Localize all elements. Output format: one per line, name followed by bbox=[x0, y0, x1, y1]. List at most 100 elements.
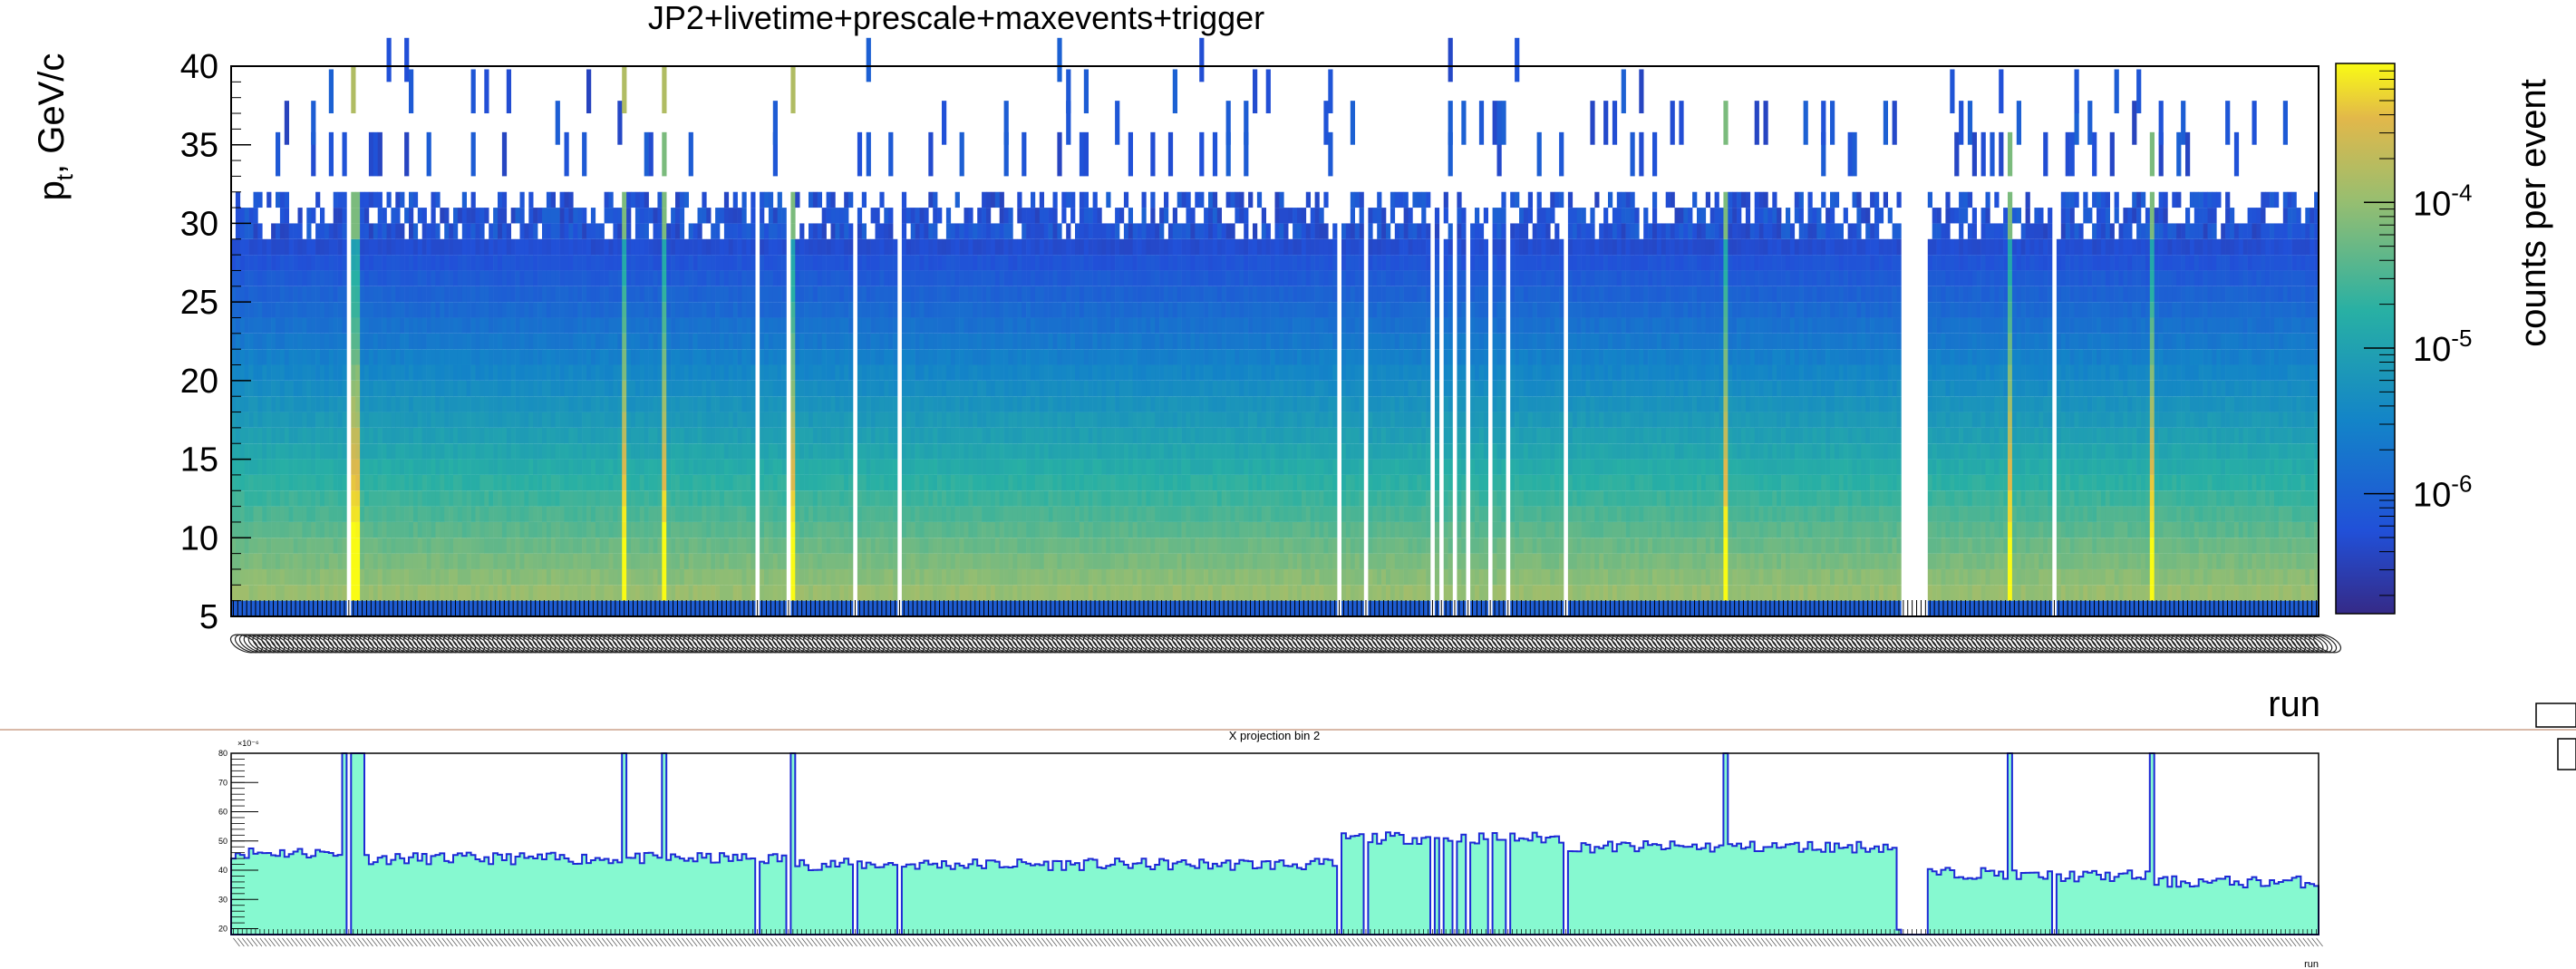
heatmap-cell bbox=[328, 238, 334, 256]
heatmap-cell bbox=[964, 553, 969, 569]
heatmap-cell bbox=[613, 317, 618, 334]
heatmap-cell bbox=[489, 396, 494, 412]
heatmap-cell bbox=[1066, 427, 1071, 444]
heatmap-cell bbox=[559, 333, 565, 350]
heatmap-cell bbox=[688, 427, 693, 444]
heatmap-cell bbox=[653, 585, 658, 601]
heatmap-cell bbox=[257, 474, 263, 491]
heatmap-cell bbox=[1034, 459, 1041, 475]
heatmap-cell bbox=[683, 443, 689, 460]
heatmap-cell bbox=[662, 223, 667, 239]
heatmap-cell bbox=[271, 380, 276, 397]
heatmap-cell bbox=[470, 506, 476, 522]
heatmap-cell bbox=[795, 191, 800, 208]
heatmap-cell bbox=[599, 506, 605, 522]
heatmap-cell bbox=[412, 427, 419, 444]
heatmap-cell bbox=[857, 223, 863, 239]
heatmap-cell bbox=[453, 380, 459, 397]
heatmap-cell bbox=[751, 302, 756, 318]
heatmap-cell bbox=[942, 380, 947, 397]
heatmap-cell bbox=[235, 459, 241, 475]
heatmap-cell bbox=[360, 286, 365, 303]
heatmap-cell bbox=[662, 506, 667, 522]
heatmap-cell bbox=[368, 380, 374, 397]
heatmap-cell bbox=[244, 427, 249, 444]
heatmap-cell bbox=[977, 553, 983, 569]
heatmap-cell bbox=[839, 490, 845, 507]
heatmap-cell bbox=[297, 506, 303, 522]
heatmap-cell bbox=[1052, 255, 1058, 271]
heatmap-cell bbox=[905, 412, 911, 428]
heatmap-cell bbox=[542, 585, 547, 601]
heatmap-cell bbox=[311, 553, 316, 569]
heatmap-cell bbox=[1075, 412, 1080, 428]
heatmap-cell bbox=[1052, 208, 1058, 224]
heatmap-cell bbox=[564, 521, 569, 538]
heatmap-cell bbox=[720, 270, 725, 286]
heatmap-cell bbox=[634, 585, 641, 601]
heatmap-cell bbox=[1048, 474, 1053, 491]
heatmap-cell bbox=[826, 568, 831, 586]
heatmap-cell bbox=[910, 538, 915, 554]
heatmap-cell bbox=[595, 380, 600, 397]
heatmap-cell bbox=[320, 286, 325, 303]
heatmap-cell bbox=[692, 506, 698, 522]
heatmap-cell bbox=[968, 490, 973, 507]
heatmap-cell bbox=[964, 223, 969, 239]
heatmap-cell bbox=[893, 474, 898, 491]
heatmap-cell bbox=[333, 474, 338, 491]
heatmap-cell bbox=[950, 223, 955, 239]
heatmap-cell bbox=[790, 506, 796, 522]
heatmap-cell bbox=[942, 459, 947, 475]
heatmap-cell bbox=[1061, 553, 1067, 569]
heatmap-cell bbox=[328, 490, 334, 507]
heatmap-cell bbox=[954, 490, 960, 507]
heatmap-cell bbox=[848, 474, 854, 491]
heatmap-cell bbox=[297, 349, 303, 365]
heatmap-cell bbox=[861, 459, 867, 475]
heatmap-cell bbox=[315, 538, 321, 554]
heatmap-cell bbox=[568, 443, 574, 460]
heatmap-cell bbox=[888, 443, 894, 460]
heatmap-cell bbox=[711, 538, 716, 554]
heatmap-cell bbox=[577, 459, 583, 475]
heatmap-cell bbox=[391, 396, 396, 412]
heatmap-cell bbox=[933, 302, 938, 318]
heatmap-cell bbox=[723, 349, 730, 365]
heatmap-cell bbox=[679, 223, 685, 239]
heatmap-cell bbox=[493, 553, 499, 569]
heatmap-cell bbox=[417, 349, 422, 365]
heatmap-cell bbox=[1052, 521, 1058, 538]
heatmap-cell bbox=[666, 380, 672, 397]
heatmap-cell bbox=[360, 427, 365, 444]
heatmap-cell bbox=[653, 506, 658, 522]
heatmap-cell bbox=[924, 585, 929, 601]
heatmap-cell bbox=[977, 317, 983, 334]
heatmap-cell bbox=[328, 474, 334, 491]
heatmap-cell bbox=[568, 521, 574, 538]
heatmap-cell bbox=[804, 412, 809, 428]
heatmap-cell bbox=[1031, 396, 1036, 412]
heatmap-cell bbox=[910, 585, 915, 601]
heatmap-cell bbox=[715, 443, 721, 460]
heatmap-cell bbox=[768, 443, 774, 460]
heatmap-cell bbox=[293, 238, 298, 256]
heatmap-cell bbox=[945, 238, 952, 256]
heatmap-cell bbox=[453, 208, 459, 224]
heatmap-cell bbox=[1043, 427, 1049, 444]
heatmap-cell bbox=[608, 255, 614, 271]
heatmap-cell bbox=[608, 317, 614, 334]
heatmap-cell bbox=[604, 585, 609, 601]
heatmap-cell bbox=[501, 223, 508, 239]
heatmap-cell bbox=[839, 585, 845, 601]
heatmap-cell bbox=[945, 208, 952, 224]
heatmap-cell bbox=[231, 568, 237, 586]
heatmap-cell bbox=[461, 191, 467, 208]
heatmap-cell bbox=[639, 302, 644, 318]
heatmap-cell bbox=[768, 349, 774, 365]
heatmap-cell bbox=[519, 349, 525, 365]
heatmap-cell bbox=[848, 270, 854, 286]
heatmap-cell bbox=[586, 521, 592, 538]
heatmap-cell bbox=[954, 223, 960, 239]
heatmap-cell bbox=[817, 521, 822, 538]
